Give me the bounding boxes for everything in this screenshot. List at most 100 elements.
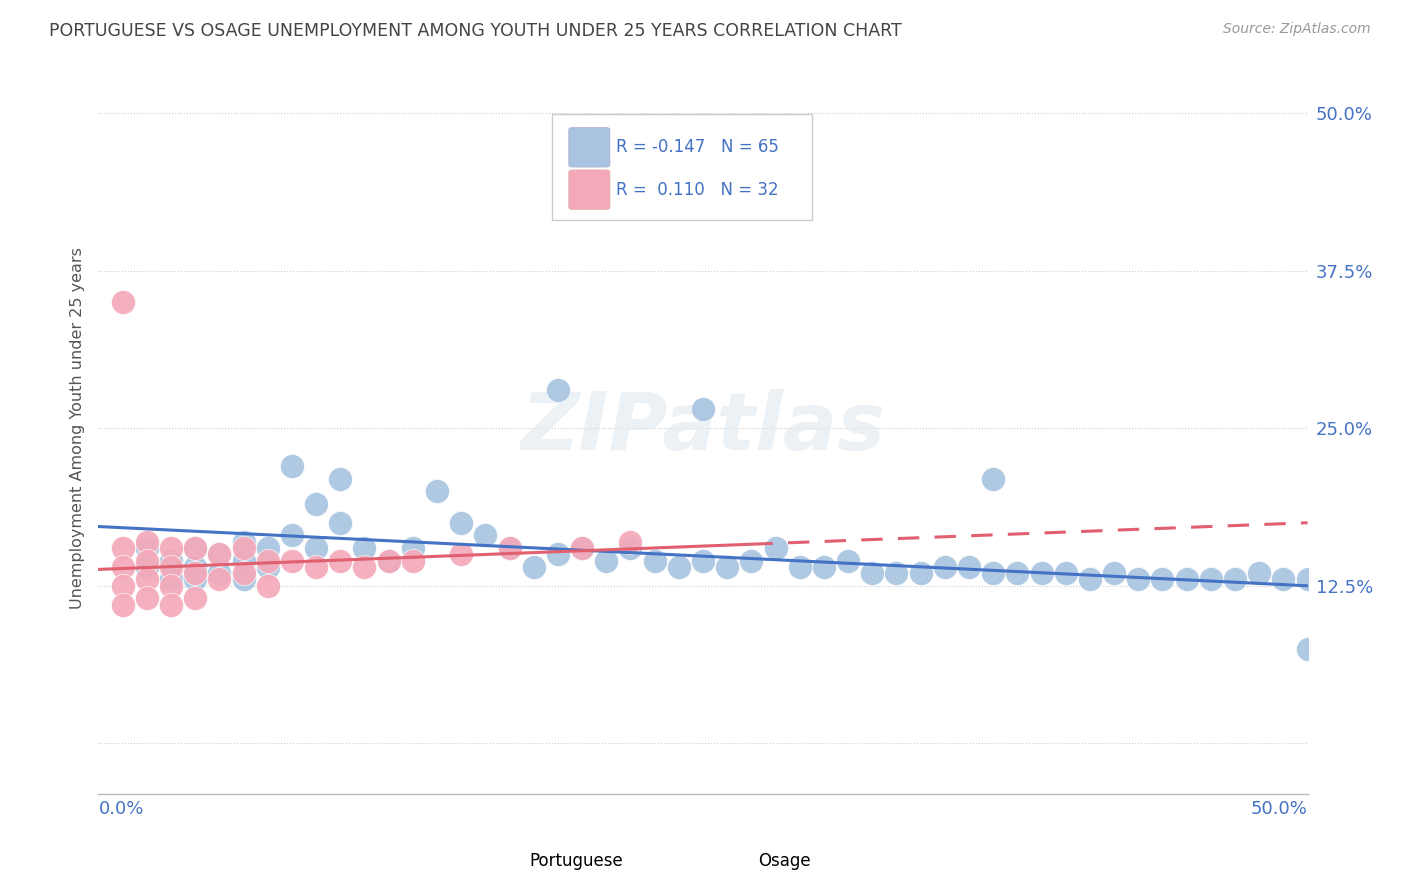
- Point: [305, 560, 328, 574]
- Point: [135, 553, 157, 567]
- Point: [547, 384, 569, 398]
- Point: [498, 541, 520, 555]
- Point: [208, 573, 231, 587]
- Point: [644, 553, 666, 567]
- Point: [353, 560, 375, 574]
- Point: [571, 541, 593, 555]
- Point: [111, 598, 134, 612]
- Point: [377, 553, 399, 567]
- Point: [184, 560, 207, 574]
- Point: [256, 541, 278, 555]
- Text: Source: ZipAtlas.com: Source: ZipAtlas.com: [1223, 22, 1371, 37]
- Point: [208, 547, 231, 561]
- Point: [692, 553, 714, 567]
- Point: [619, 541, 641, 555]
- Point: [135, 541, 157, 555]
- Point: [740, 553, 762, 567]
- Point: [184, 541, 207, 555]
- Point: [716, 560, 738, 574]
- Point: [184, 541, 207, 555]
- Point: [184, 591, 207, 606]
- Point: [160, 553, 183, 567]
- Point: [256, 553, 278, 567]
- Point: [692, 402, 714, 417]
- Point: [765, 181, 787, 195]
- Point: [1102, 566, 1125, 581]
- Point: [184, 566, 207, 581]
- Point: [934, 560, 956, 574]
- Point: [450, 547, 472, 561]
- Text: PORTUGUESE VS OSAGE UNEMPLOYMENT AMONG YOUTH UNDER 25 YEARS CORRELATION CHART: PORTUGUESE VS OSAGE UNEMPLOYMENT AMONG Y…: [49, 22, 903, 40]
- Point: [256, 560, 278, 574]
- Point: [789, 560, 811, 574]
- FancyBboxPatch shape: [551, 113, 811, 219]
- Point: [160, 573, 183, 587]
- FancyBboxPatch shape: [711, 841, 752, 877]
- Point: [232, 541, 254, 555]
- Text: Portuguese: Portuguese: [529, 852, 623, 871]
- Point: [1296, 641, 1319, 656]
- Point: [910, 566, 932, 581]
- Point: [474, 528, 496, 542]
- Point: [957, 560, 980, 574]
- Point: [426, 484, 449, 499]
- Point: [111, 579, 134, 593]
- Point: [1249, 566, 1271, 581]
- Point: [377, 553, 399, 567]
- Point: [1296, 573, 1319, 587]
- Point: [135, 573, 157, 587]
- Point: [208, 566, 231, 581]
- Point: [281, 528, 304, 542]
- Point: [135, 560, 157, 574]
- Point: [160, 579, 183, 593]
- Point: [402, 553, 425, 567]
- FancyBboxPatch shape: [569, 170, 610, 210]
- Text: R = -0.147   N = 65: R = -0.147 N = 65: [616, 138, 779, 156]
- Point: [1272, 573, 1295, 587]
- Point: [402, 541, 425, 555]
- Point: [498, 541, 520, 555]
- Point: [981, 472, 1004, 486]
- Text: 0.0%: 0.0%: [98, 800, 143, 818]
- Point: [232, 534, 254, 549]
- Point: [135, 534, 157, 549]
- Point: [305, 541, 328, 555]
- Point: [160, 560, 183, 574]
- Text: Osage: Osage: [759, 852, 811, 871]
- Point: [256, 579, 278, 593]
- Point: [981, 566, 1004, 581]
- Point: [111, 560, 134, 574]
- Point: [571, 541, 593, 555]
- Point: [619, 534, 641, 549]
- Point: [329, 516, 352, 530]
- Point: [450, 516, 472, 530]
- Point: [668, 560, 690, 574]
- FancyBboxPatch shape: [482, 841, 523, 877]
- Point: [353, 541, 375, 555]
- Point: [1152, 573, 1174, 587]
- Point: [547, 547, 569, 561]
- Point: [1223, 573, 1246, 587]
- Point: [1128, 573, 1150, 587]
- Point: [305, 497, 328, 511]
- Point: [886, 566, 908, 581]
- Point: [232, 553, 254, 567]
- Point: [523, 560, 546, 574]
- Point: [160, 541, 183, 555]
- Point: [1199, 573, 1222, 587]
- Point: [281, 553, 304, 567]
- Point: [111, 541, 134, 555]
- Point: [813, 560, 835, 574]
- Point: [111, 295, 134, 310]
- Point: [281, 458, 304, 473]
- Y-axis label: Unemployment Among Youth under 25 years: Unemployment Among Youth under 25 years: [69, 247, 84, 609]
- Point: [160, 598, 183, 612]
- Text: 50.0%: 50.0%: [1251, 800, 1308, 818]
- Point: [329, 553, 352, 567]
- Point: [232, 573, 254, 587]
- FancyBboxPatch shape: [569, 128, 610, 167]
- Point: [1078, 573, 1101, 587]
- Text: ZIPatlas: ZIPatlas: [520, 389, 886, 467]
- Point: [329, 472, 352, 486]
- Point: [860, 566, 883, 581]
